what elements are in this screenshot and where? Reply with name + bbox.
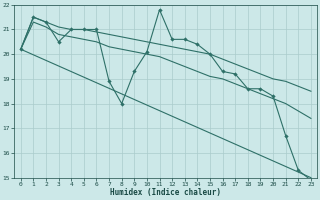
X-axis label: Humidex (Indice chaleur): Humidex (Indice chaleur) [110, 188, 221, 197]
